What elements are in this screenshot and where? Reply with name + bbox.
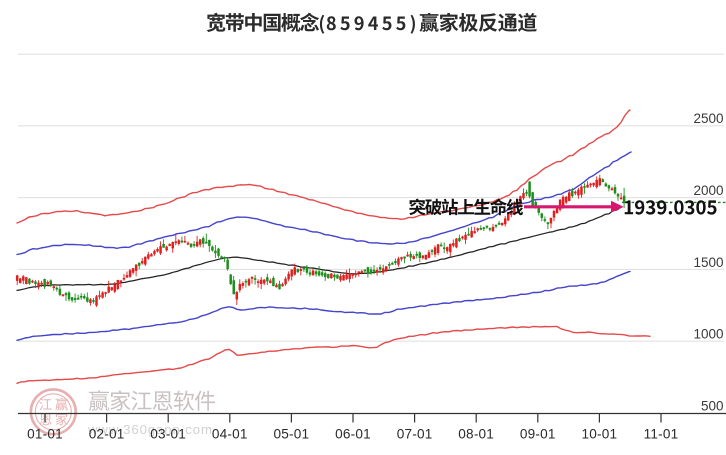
svg-text:07-01: 07-01 <box>397 427 433 442</box>
svg-text:1000: 1000 <box>693 327 723 342</box>
svg-text:10-01: 10-01 <box>582 427 618 442</box>
svg-text:03-01: 03-01 <box>150 427 186 442</box>
svg-text:500: 500 <box>701 398 724 413</box>
svg-text:01-01: 01-01 <box>27 427 63 442</box>
svg-text:04-01: 04-01 <box>212 427 248 442</box>
svg-text:2000: 2000 <box>693 183 723 198</box>
svg-text:06-01: 06-01 <box>335 427 371 442</box>
svg-text:11-01: 11-01 <box>644 427 679 442</box>
svg-text:08-01: 08-01 <box>458 427 494 442</box>
svg-text:02-01: 02-01 <box>89 427 125 442</box>
svg-text:09-01: 09-01 <box>520 427 556 442</box>
svg-text:1500: 1500 <box>693 255 723 270</box>
svg-text:www.360gann.com: www.360gann.com <box>87 422 213 437</box>
svg-text:2500: 2500 <box>693 111 723 126</box>
svg-text:05-01: 05-01 <box>274 427 310 442</box>
